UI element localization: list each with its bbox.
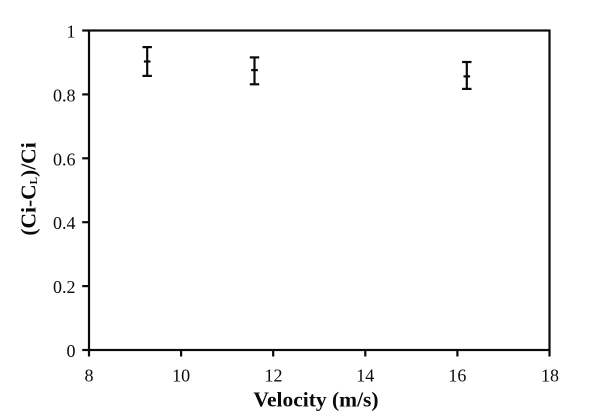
svg-text:12: 12 [265,366,283,386]
svg-text:0.6: 0.6 [53,149,76,169]
svg-text:8: 8 [85,366,94,386]
svg-text:0.2: 0.2 [53,277,76,297]
svg-text:14: 14 [356,366,374,386]
svg-text:16: 16 [448,366,466,386]
svg-text:(Ci-CL)/Ci: (Ci-CL)/Ci [17,142,41,235]
svg-text:1: 1 [67,22,76,42]
svg-text:Velocity (m/s): Velocity (m/s) [253,388,378,412]
svg-text:10: 10 [172,366,190,386]
svg-text:18: 18 [541,366,559,386]
svg-text:0.4: 0.4 [53,213,76,233]
svg-text:0: 0 [67,341,76,361]
svg-text:0.8: 0.8 [53,85,76,105]
